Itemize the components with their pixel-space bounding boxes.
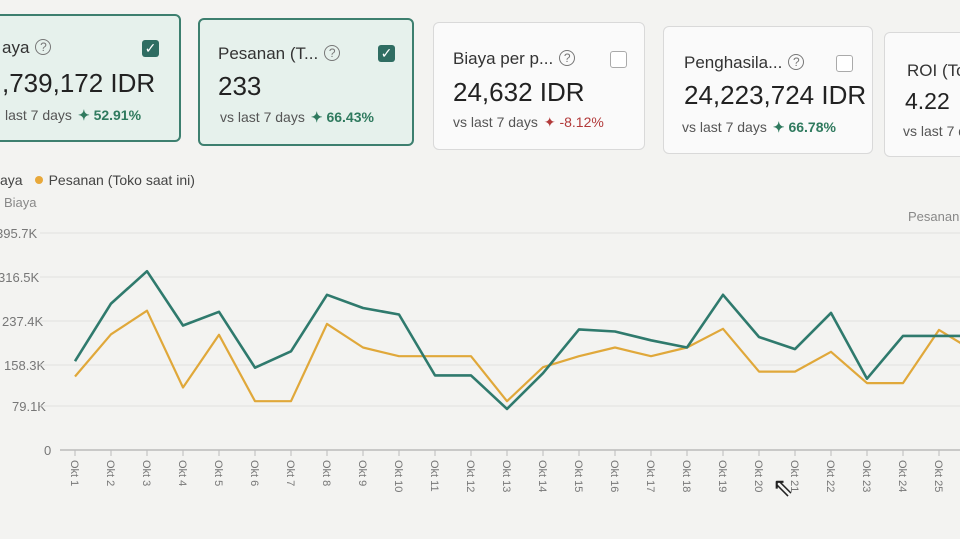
x-tick-label: Okt 25 [932, 460, 944, 492]
metric-title: ROI (To [907, 61, 960, 80]
y-tick-label: 237.4K [2, 314, 44, 329]
x-tick-label: Okt 3 [140, 460, 152, 486]
y-tick-label: 0 [44, 443, 52, 458]
metric-delta: 66.78% [788, 119, 836, 135]
x-tick-label: Okt 18 [680, 460, 692, 492]
x-tick-label: Okt 6 [248, 460, 260, 486]
metric-value: 24,223,724 IDR [684, 80, 867, 110]
series-line-2 [74, 309, 960, 403]
metric-value: 24,632 IDR [453, 77, 585, 107]
x-tick-label: Okt 13 [500, 460, 512, 492]
metric-card-pesanan[interactable]: Pesanan (T...? ✓ 233 vs last 7 days ✦ 66.… [198, 18, 414, 146]
x-tick-label: Okt 15 [572, 460, 584, 492]
x-tick-label: Okt 10 [392, 460, 404, 492]
x-tick-label: Okt 19 [716, 460, 728, 492]
y-tick-label: 158.3K [4, 358, 46, 373]
x-tick-label: Okt 1 [68, 460, 80, 486]
metric-delta: 66.43% [326, 109, 374, 125]
mouse-pointer-icon: ⇖ [772, 472, 794, 502]
legend-series-1[interactable]: aya [0, 172, 23, 188]
legend-dot-icon [34, 176, 43, 184]
checkbox-checked[interactable]: ✓ [142, 40, 159, 57]
y-tick-label: 316.5K [0, 270, 40, 285]
chart-legend: aya Pesanan (Toko saat ini) [0, 172, 195, 188]
x-tick-label: Okt 8 [320, 460, 332, 486]
metric-value: 4.22 [905, 88, 950, 114]
x-tick-label: Okt 14 [536, 460, 548, 492]
x-tick-label: Okt 11 [428, 460, 440, 492]
legend-series-2[interactable]: Pesanan (Toko saat ini) [48, 172, 195, 188]
x-tick-label: Okt 9 [356, 460, 368, 486]
metric-title: Penghasila... [684, 53, 783, 72]
metric-value: ,739,172 IDR [2, 68, 156, 98]
x-tick-label: Okt 20 [752, 460, 764, 492]
metric-compare: vs last 7 d [903, 123, 960, 139]
x-tick-label: Okt 12 [464, 460, 476, 492]
x-tick-label: Okt 2 [104, 460, 116, 486]
checkbox-checked[interactable]: ✓ [378, 45, 395, 62]
metric-compare: vs last 7 days [220, 109, 305, 125]
info-icon[interactable]: ? [788, 54, 805, 70]
y-tick-label: 395.7K [0, 226, 38, 241]
series-line-1 [73, 269, 960, 411]
metric-compare: vs last 7 days [682, 119, 767, 135]
checkbox-unchecked[interactable] [610, 51, 627, 68]
metric-title: Biaya per p... [453, 49, 554, 68]
x-tick-label: Okt 23 [860, 460, 872, 492]
x-tick-label: Okt 24 [896, 460, 908, 492]
metric-delta: -8.12% [559, 114, 604, 130]
metric-title: aya [2, 38, 30, 57]
x-tick-label: Okt 5 [212, 460, 224, 486]
metric-card-roi[interactable]: ROI (To 4.22 vs last 7 d [884, 32, 960, 157]
x-tick-label: Okt 7 [284, 460, 296, 486]
metric-compare: vs last 7 days [453, 114, 538, 130]
x-tick-label: Okt 4 [176, 460, 188, 486]
metric-cards: aya? ✓ ,739,172 IDR last 7 days ✦ 52.91% … [0, 0, 960, 170]
info-icon[interactable]: ? [324, 45, 341, 61]
metric-card-biaya[interactable]: aya? ✓ ,739,172 IDR last 7 days ✦ 52.91% [0, 14, 181, 142]
metric-compare: last 7 days [5, 107, 72, 123]
x-tick-label: Okt 17 [644, 460, 656, 492]
checkbox-unchecked[interactable] [836, 55, 853, 72]
metric-value: 233 [218, 71, 262, 101]
y-axis-title-left: Biaya [4, 195, 37, 210]
metric-card-penghasilan[interactable]: Penghasila...? 24,223,724 IDR vs last 7 … [663, 26, 873, 154]
y-tick-label: 79.1K [12, 399, 46, 414]
metric-card-biaya-per-pesanan[interactable]: Biaya per p...? 24,632 IDR vs last 7 day… [433, 22, 645, 150]
y-axis-title-right: Pesanan [908, 209, 960, 224]
metric-delta: 52.91% [93, 107, 142, 123]
info-icon[interactable]: ? [559, 50, 576, 66]
x-tick-label: Okt 21 [788, 460, 800, 492]
x-tick-label: Okt 22 [824, 460, 836, 492]
metric-title: Pesanan (T... [218, 44, 319, 63]
info-icon[interactable]: ? [35, 39, 52, 55]
x-tick-label: Okt 16 [608, 460, 620, 492]
